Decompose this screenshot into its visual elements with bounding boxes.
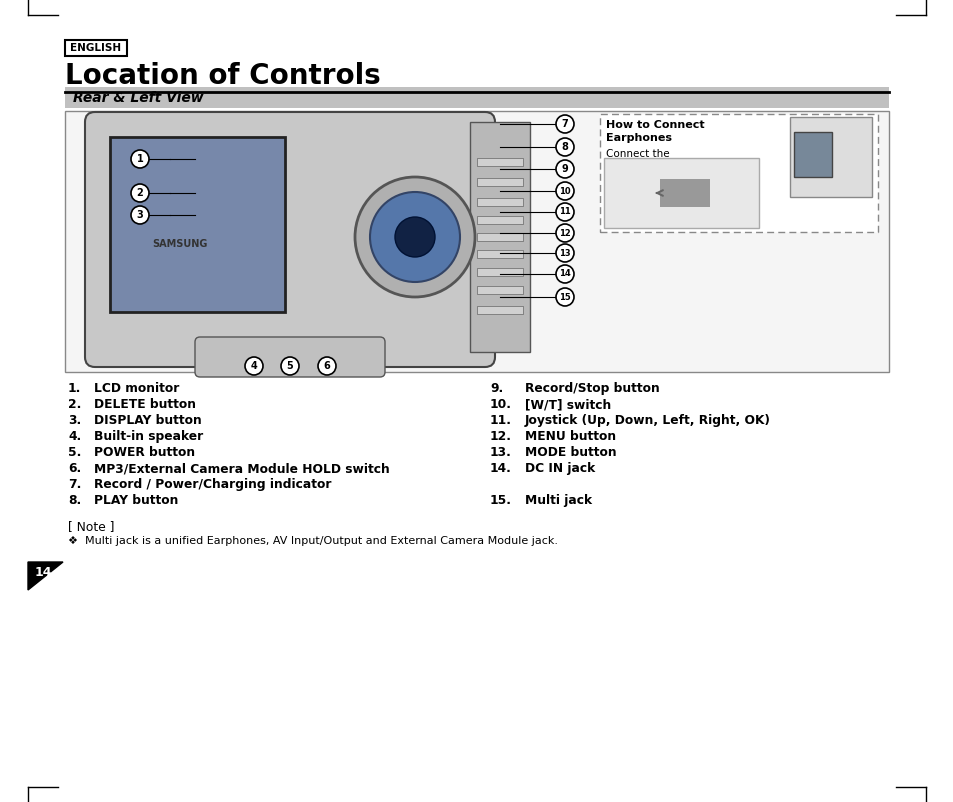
Text: 2.: 2. bbox=[68, 398, 81, 411]
Bar bbox=[470, 122, 530, 352]
Text: Record / Power/Charging indicator: Record / Power/Charging indicator bbox=[94, 478, 331, 491]
Bar bbox=[476, 178, 522, 186]
Text: 13.: 13. bbox=[490, 446, 512, 459]
Text: MODE button: MODE button bbox=[524, 446, 616, 459]
Text: 4: 4 bbox=[251, 361, 257, 371]
Circle shape bbox=[131, 184, 149, 202]
Text: 14: 14 bbox=[35, 565, 52, 578]
Circle shape bbox=[556, 288, 574, 306]
Text: 9.: 9. bbox=[490, 382, 503, 395]
Bar bbox=[476, 158, 522, 166]
FancyBboxPatch shape bbox=[194, 337, 385, 377]
Text: SAMSUNG: SAMSUNG bbox=[152, 239, 208, 249]
Bar bbox=[476, 286, 522, 294]
Text: MENU button: MENU button bbox=[524, 430, 616, 443]
Circle shape bbox=[131, 206, 149, 224]
Circle shape bbox=[395, 217, 435, 257]
Circle shape bbox=[355, 177, 475, 297]
Text: Record/Stop button: Record/Stop button bbox=[524, 382, 659, 395]
Text: Rear & Left View: Rear & Left View bbox=[73, 91, 203, 105]
Bar bbox=[65, 87, 888, 108]
Text: Location of Controls: Location of Controls bbox=[65, 62, 380, 90]
Text: 3: 3 bbox=[136, 210, 143, 220]
Bar bbox=[476, 198, 522, 206]
Bar bbox=[659, 179, 709, 207]
Text: Multi jack: Multi jack bbox=[524, 494, 592, 507]
Text: How to Connect: How to Connect bbox=[605, 120, 704, 130]
Text: 8: 8 bbox=[561, 142, 568, 152]
Text: 12.: 12. bbox=[490, 430, 512, 443]
Text: Connect the
earphones to the
multi jack as shown
in the figure.: Connect the earphones to the multi jack … bbox=[605, 149, 709, 201]
Circle shape bbox=[556, 115, 574, 133]
Text: 1.: 1. bbox=[68, 382, 81, 395]
Text: DELETE button: DELETE button bbox=[94, 398, 195, 411]
Bar bbox=[793, 132, 831, 177]
Text: ENGLISH: ENGLISH bbox=[71, 43, 121, 53]
Text: 4.: 4. bbox=[68, 430, 81, 443]
Bar bbox=[110, 137, 285, 312]
Bar bbox=[476, 250, 522, 258]
Polygon shape bbox=[28, 562, 63, 590]
Text: 9: 9 bbox=[561, 164, 568, 174]
Bar bbox=[476, 306, 522, 314]
Bar bbox=[599, 114, 877, 232]
Circle shape bbox=[556, 244, 574, 262]
Text: 5: 5 bbox=[286, 361, 294, 371]
Text: 11: 11 bbox=[558, 208, 570, 217]
Circle shape bbox=[556, 138, 574, 156]
Text: POWER button: POWER button bbox=[94, 446, 195, 459]
Text: [ Note ]: [ Note ] bbox=[68, 520, 114, 533]
Bar bbox=[476, 216, 522, 224]
Bar bbox=[476, 268, 522, 276]
Text: 7: 7 bbox=[561, 119, 568, 129]
Text: [W/T] switch: [W/T] switch bbox=[524, 398, 611, 411]
Circle shape bbox=[556, 182, 574, 200]
Text: 11.: 11. bbox=[490, 414, 512, 427]
Circle shape bbox=[556, 224, 574, 242]
Circle shape bbox=[281, 357, 298, 375]
Text: 6: 6 bbox=[323, 361, 330, 371]
Text: 5.: 5. bbox=[68, 446, 81, 459]
Circle shape bbox=[131, 150, 149, 168]
Bar bbox=[65, 111, 888, 372]
Text: 13: 13 bbox=[558, 249, 570, 257]
Text: Earphones: Earphones bbox=[605, 133, 671, 143]
Text: 14.: 14. bbox=[490, 462, 512, 475]
Text: LCD monitor: LCD monitor bbox=[94, 382, 179, 395]
Text: 2: 2 bbox=[136, 188, 143, 198]
Text: 12: 12 bbox=[558, 229, 570, 237]
Text: Joystick (Up, Down, Left, Right, OK): Joystick (Up, Down, Left, Right, OK) bbox=[524, 414, 770, 427]
FancyBboxPatch shape bbox=[85, 112, 495, 367]
Bar bbox=[789, 117, 871, 197]
Text: DC IN jack: DC IN jack bbox=[524, 462, 595, 475]
Text: DISPLAY button: DISPLAY button bbox=[94, 414, 201, 427]
Text: 10: 10 bbox=[558, 187, 570, 196]
Circle shape bbox=[317, 357, 335, 375]
Text: 15.: 15. bbox=[490, 494, 512, 507]
Text: ❖  Multi jack is a unified Earphones, AV Input/Output and External Camera Module: ❖ Multi jack is a unified Earphones, AV … bbox=[68, 536, 558, 546]
Text: 15: 15 bbox=[558, 293, 570, 302]
Bar bbox=[65, 40, 127, 56]
Text: Built-in speaker: Built-in speaker bbox=[94, 430, 203, 443]
Circle shape bbox=[556, 265, 574, 283]
Text: 7.: 7. bbox=[68, 478, 81, 491]
Circle shape bbox=[370, 192, 459, 282]
Bar bbox=[476, 233, 522, 241]
Text: 10.: 10. bbox=[490, 398, 512, 411]
Text: PLAY button: PLAY button bbox=[94, 494, 178, 507]
Circle shape bbox=[556, 203, 574, 221]
Text: 3.: 3. bbox=[68, 414, 81, 427]
Text: 14: 14 bbox=[558, 269, 570, 278]
Text: 6.: 6. bbox=[68, 462, 81, 475]
Text: MP3/External Camera Module HOLD switch: MP3/External Camera Module HOLD switch bbox=[94, 462, 390, 475]
Text: 1: 1 bbox=[136, 154, 143, 164]
Circle shape bbox=[556, 160, 574, 178]
Text: 8.: 8. bbox=[68, 494, 81, 507]
Circle shape bbox=[245, 357, 263, 375]
Bar bbox=[603, 158, 759, 228]
